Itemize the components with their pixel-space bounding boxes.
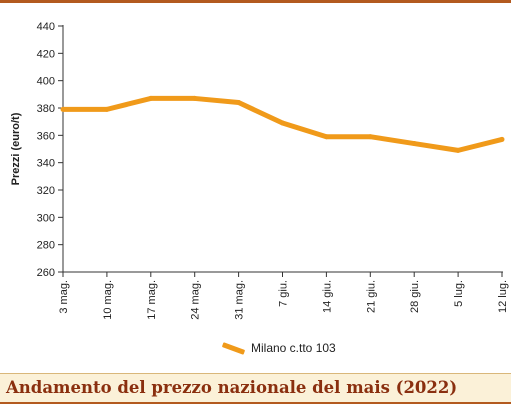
y-tick-label: 260: [37, 267, 55, 279]
x-tick-label: 14 giu.: [321, 280, 333, 313]
y-tick-label: 340: [37, 158, 55, 170]
y-tick-label: 280: [37, 240, 55, 252]
data-point: [148, 95, 154, 101]
x-tick-label: 31 mag.: [234, 280, 246, 320]
x-tick-label: 12 lug.: [497, 280, 509, 313]
data-point: [192, 95, 198, 101]
x-tick-label: 21 giu.: [365, 280, 377, 313]
y-tick-label: 300: [37, 212, 55, 224]
data-point: [367, 134, 373, 140]
caption-bar: Andamento del prezzo nazionale del mais …: [0, 373, 511, 404]
x-tick-label: 5 lug.: [453, 280, 465, 307]
data-point: [499, 136, 505, 142]
y-tick-label: 420: [37, 48, 55, 60]
x-tick-label: 28 giu.: [409, 280, 421, 313]
y-tick-label: 360: [37, 130, 55, 142]
top-rule: [0, 0, 511, 3]
data-point: [60, 106, 66, 112]
y-tick-label: 320: [37, 185, 55, 197]
legend: Milano c.tto 103: [221, 338, 336, 358]
data-point: [104, 106, 110, 112]
y-tick-label: 380: [37, 103, 55, 115]
data-point: [323, 134, 329, 140]
data-point: [280, 120, 285, 126]
x-tick-label: 24 mag.: [190, 280, 202, 320]
data-point: [236, 100, 242, 106]
data-point: [411, 141, 417, 147]
y-tick-label: 440: [37, 21, 55, 33]
x-tick-label: 10 mag.: [102, 280, 114, 320]
chart-title: Andamento del prezzo nazionale del mais …: [6, 378, 458, 397]
legend-swatch: [221, 341, 246, 355]
x-tick-label: 17 mag.: [146, 280, 158, 320]
y-tick-label: 400: [37, 76, 55, 88]
legend-label: Milano c.tto 103: [251, 341, 336, 355]
x-tick-label: 3 mag.: [58, 280, 70, 314]
x-tick-label: 7 giu.: [278, 280, 290, 307]
y-axis-label: Prezzi (euro/t): [10, 112, 22, 185]
line-chart: 260 280 300 320 340 360 380 400 420 440 3 mag. 10 m…: [10, 21, 509, 320]
data-point: [455, 147, 461, 153]
